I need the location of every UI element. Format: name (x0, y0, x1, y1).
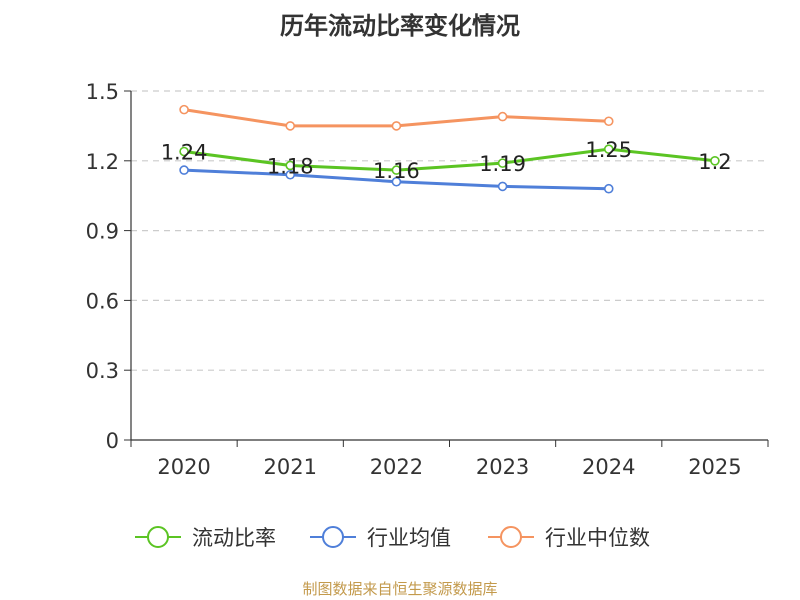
axes: 0 0.3 0.6 0.9 1.2 1.5 2020 2021 2022 2023 2024 2025 (86, 80, 769, 479)
data-label: 1.24 (161, 140, 208, 164)
data-point (391, 121, 402, 131)
x-tick-label: 2022 (370, 455, 423, 479)
data-labels: 1.24 1.18 1.16 1.19 1.25 1.2 (161, 138, 732, 183)
legend-marker (322, 526, 344, 548)
data-point (179, 104, 189, 115)
chart-title: 历年流动比率变化情况 (280, 12, 520, 40)
series-line (183, 147, 716, 172)
y-tick-label: 0.6 (86, 289, 119, 313)
data-label: 1.18 (267, 154, 314, 178)
x-tick-label: 2025 (688, 455, 741, 479)
data-label: 1.2 (698, 150, 731, 174)
data-point (179, 165, 189, 175)
x-tick-label: 2020 (157, 455, 210, 479)
legend-marker (147, 526, 169, 548)
data-point (710, 156, 720, 166)
legend-label: 行业中位数 (545, 526, 650, 550)
data-point (285, 169, 296, 180)
data-point (497, 181, 508, 192)
legend: 流动比率 行业均值 行业中位数 (135, 526, 650, 550)
y-tick-label: 1.5 (86, 80, 119, 104)
legend-label: 流动比率 (192, 526, 276, 550)
data-label: 1.25 (585, 138, 632, 162)
grid-lines (131, 90, 768, 371)
legend-label: 行业均值 (367, 526, 451, 550)
data-label: 1.19 (479, 152, 526, 176)
data-point (285, 121, 296, 131)
y-tick-label: 0.3 (86, 359, 119, 383)
data-label: 1.16 (373, 159, 420, 183)
data-point (391, 176, 402, 187)
x-tick-label: 2024 (582, 455, 635, 479)
y-tick-label: 0.9 (86, 220, 119, 244)
data-point (497, 111, 508, 122)
y-tick-label: 0 (106, 429, 119, 453)
data-point (179, 146, 189, 157)
data-point (603, 183, 614, 194)
y-tick-label: 1.2 (86, 150, 119, 174)
source-note: 制图数据来自恒生聚源数据库 (302, 580, 498, 598)
data-point (603, 116, 614, 127)
legend-marker (500, 526, 522, 548)
x-tick-label: 2023 (476, 455, 529, 479)
data-point (391, 165, 402, 175)
data-point (285, 160, 296, 171)
series (179, 104, 720, 194)
x-tick-label: 2021 (264, 455, 317, 479)
data-point (603, 144, 614, 154)
data-point (497, 158, 508, 168)
